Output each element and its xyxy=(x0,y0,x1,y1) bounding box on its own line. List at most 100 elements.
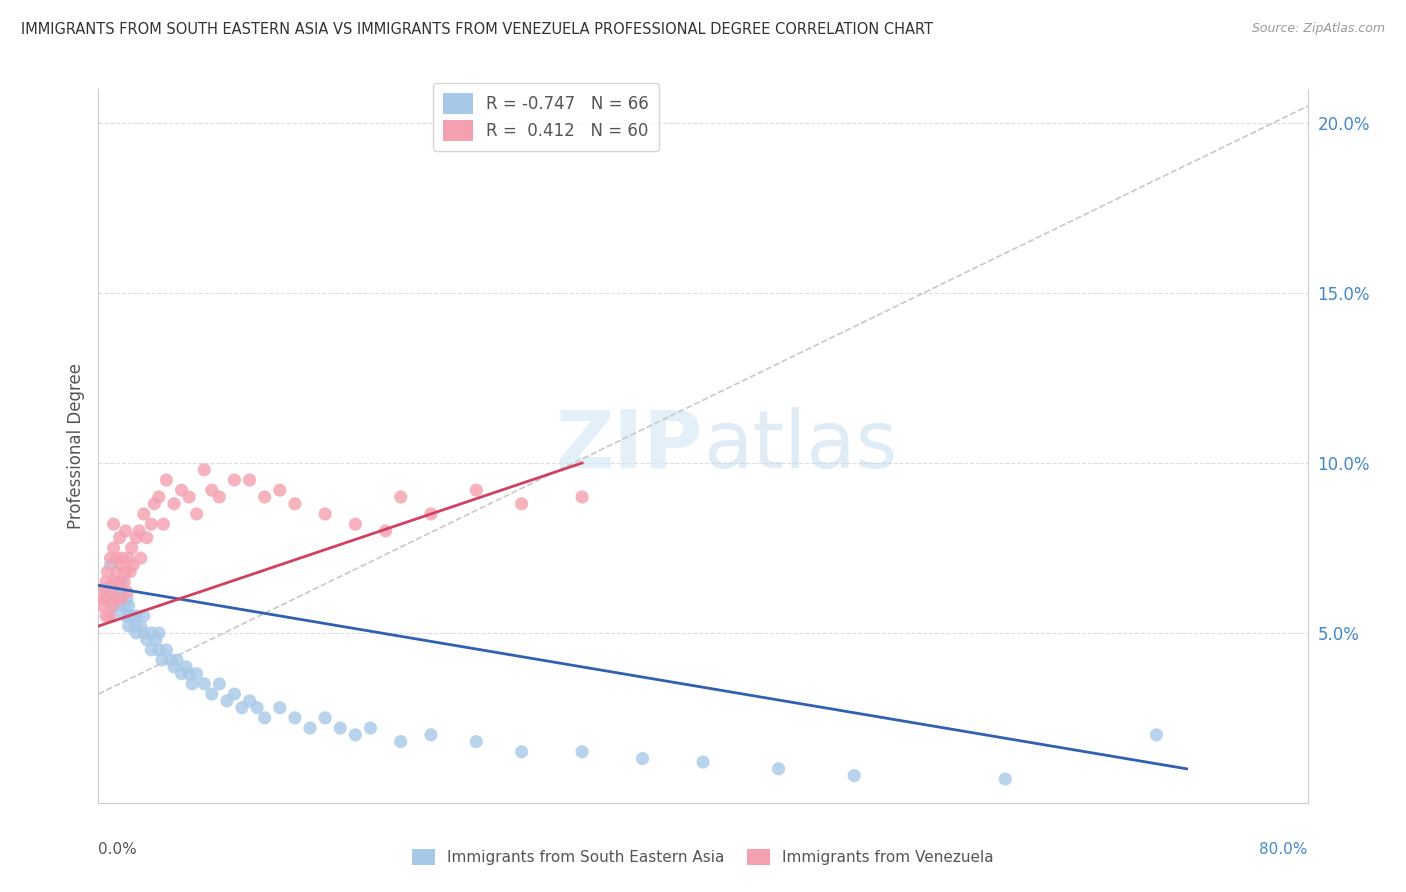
Point xyxy=(160,653,183,667)
Point xyxy=(108,531,131,545)
Point xyxy=(179,666,201,681)
Point xyxy=(91,585,114,599)
Point xyxy=(128,524,150,538)
Point xyxy=(115,591,138,606)
Text: ZIP: ZIP xyxy=(555,407,703,485)
Point xyxy=(94,582,117,596)
Legend: R = -0.747   N = 66, R =  0.412   N = 60: R = -0.747 N = 66, R = 0.412 N = 60 xyxy=(433,83,659,151)
Point xyxy=(103,599,125,613)
Point xyxy=(110,585,132,599)
Point xyxy=(239,473,262,487)
Point xyxy=(125,626,148,640)
Point xyxy=(105,551,128,566)
Point xyxy=(193,677,215,691)
Point xyxy=(105,565,128,579)
Point xyxy=(208,490,231,504)
Point xyxy=(90,599,112,613)
Point xyxy=(269,700,291,714)
Point xyxy=(103,541,125,555)
Point xyxy=(374,524,396,538)
Point xyxy=(100,585,122,599)
Point xyxy=(994,772,1017,786)
Point xyxy=(132,626,155,640)
Point xyxy=(118,599,141,613)
Point xyxy=(239,694,262,708)
Point xyxy=(299,721,322,735)
Point xyxy=(112,599,135,613)
Point xyxy=(1144,728,1167,742)
Point xyxy=(420,728,443,742)
Point xyxy=(389,734,412,748)
Point xyxy=(125,608,148,623)
Point xyxy=(170,483,193,498)
Point xyxy=(510,497,533,511)
Point xyxy=(121,541,143,555)
Point xyxy=(329,721,352,735)
Point xyxy=(101,599,124,613)
Point xyxy=(110,574,132,589)
Point xyxy=(692,755,714,769)
Point xyxy=(94,574,117,589)
Point xyxy=(420,507,443,521)
Point xyxy=(148,626,170,640)
Point xyxy=(284,497,307,511)
Point xyxy=(163,660,186,674)
Point xyxy=(344,728,367,742)
Point xyxy=(155,473,177,487)
Point xyxy=(100,551,122,566)
Point xyxy=(360,721,382,735)
Point xyxy=(208,677,231,691)
Point xyxy=(224,473,246,487)
Point xyxy=(141,517,163,532)
Point xyxy=(118,551,141,566)
Point xyxy=(107,574,129,589)
Point xyxy=(170,666,193,681)
Point xyxy=(571,745,593,759)
Point xyxy=(152,517,174,532)
Point xyxy=(110,558,132,572)
Point xyxy=(93,591,115,606)
Point xyxy=(148,643,170,657)
Y-axis label: Professional Degree: Professional Degree xyxy=(66,363,84,529)
Point xyxy=(135,531,157,545)
Point xyxy=(110,591,132,606)
Point xyxy=(124,619,146,633)
Point xyxy=(215,694,238,708)
Point xyxy=(201,687,224,701)
Point xyxy=(141,643,163,657)
Point xyxy=(465,734,488,748)
Point xyxy=(193,463,215,477)
Text: atlas: atlas xyxy=(703,407,897,485)
Point xyxy=(844,769,866,783)
Point xyxy=(141,626,163,640)
Point xyxy=(94,608,117,623)
Point xyxy=(201,483,224,498)
Point xyxy=(96,565,118,579)
Point xyxy=(122,558,145,572)
Point xyxy=(155,643,177,657)
Point xyxy=(150,653,173,667)
Point xyxy=(174,660,197,674)
Point xyxy=(118,608,141,623)
Point xyxy=(114,565,136,579)
Point xyxy=(186,666,208,681)
Point xyxy=(103,574,125,589)
Point xyxy=(114,608,136,623)
Point xyxy=(105,591,128,606)
Point xyxy=(129,551,152,566)
Point xyxy=(96,591,118,606)
Point xyxy=(284,711,307,725)
Point xyxy=(103,608,125,623)
Point xyxy=(114,524,136,538)
Point xyxy=(179,490,201,504)
Point xyxy=(465,483,488,498)
Point xyxy=(121,608,143,623)
Text: IMMIGRANTS FROM SOUTH EASTERN ASIA VS IMMIGRANTS FROM VENEZUELA PROFESSIONAL DEG: IMMIGRANTS FROM SOUTH EASTERN ASIA VS IM… xyxy=(21,22,934,37)
Point xyxy=(631,751,654,765)
Point xyxy=(103,517,125,532)
Point xyxy=(253,490,276,504)
Point xyxy=(98,608,121,623)
Point xyxy=(253,711,276,725)
Point xyxy=(110,591,132,606)
Point xyxy=(104,591,127,606)
